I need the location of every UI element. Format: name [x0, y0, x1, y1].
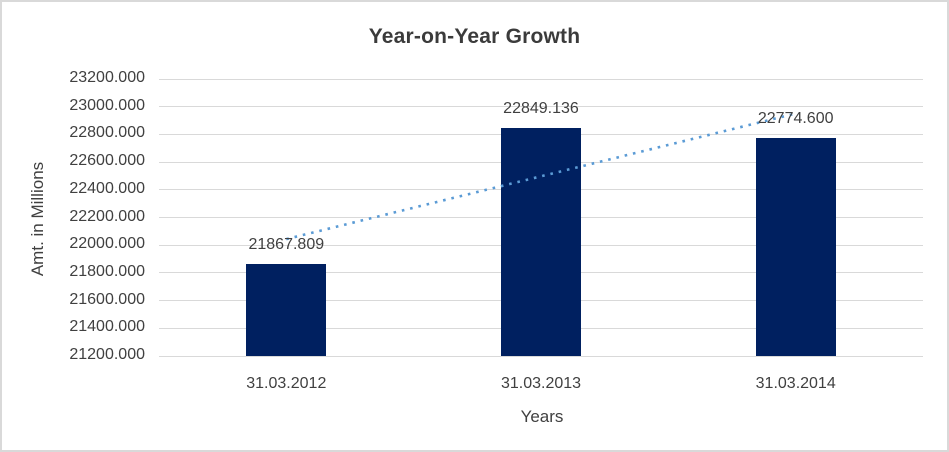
- y-tick-label: 23000.000: [69, 96, 145, 114]
- y-tick-label: 22400.000: [69, 179, 145, 197]
- x-tick-label: 31.03.2012: [246, 375, 327, 392]
- x-axis-title: Years: [520, 407, 564, 426]
- bar: [246, 263, 327, 356]
- gridline: [159, 78, 923, 80]
- y-tick-label: 21600.000: [69, 290, 145, 308]
- gridline: [159, 355, 923, 357]
- y-axis-title: Amt. in Millions: [28, 161, 47, 277]
- y-tick-label: 22200.000: [69, 207, 145, 225]
- y-tick-label: 22600.000: [69, 152, 145, 170]
- bar-value-label: 22849.136: [503, 99, 579, 117]
- x-tick-label: 31.03.2013: [500, 375, 582, 392]
- bar: [501, 127, 581, 356]
- gridline: [159, 106, 923, 108]
- x-tick-label: 31.03.2014: [755, 375, 836, 392]
- y-tick-label: 23200.000: [69, 69, 145, 86]
- bar-value-label: 21867.809: [248, 235, 325, 253]
- chart-title: Year-on-Year Growth: [368, 25, 581, 48]
- y-tick-label: 22800.000: [69, 124, 145, 142]
- bar-value-label: 22774.600: [757, 109, 834, 127]
- y-tick-label: 22000.000: [69, 235, 145, 253]
- bar: [755, 137, 836, 356]
- y-tick-label: 21200.000: [69, 346, 145, 363]
- y-tick-label: 21800.000: [69, 262, 145, 280]
- y-tick-label: 21400.000: [69, 318, 145, 336]
